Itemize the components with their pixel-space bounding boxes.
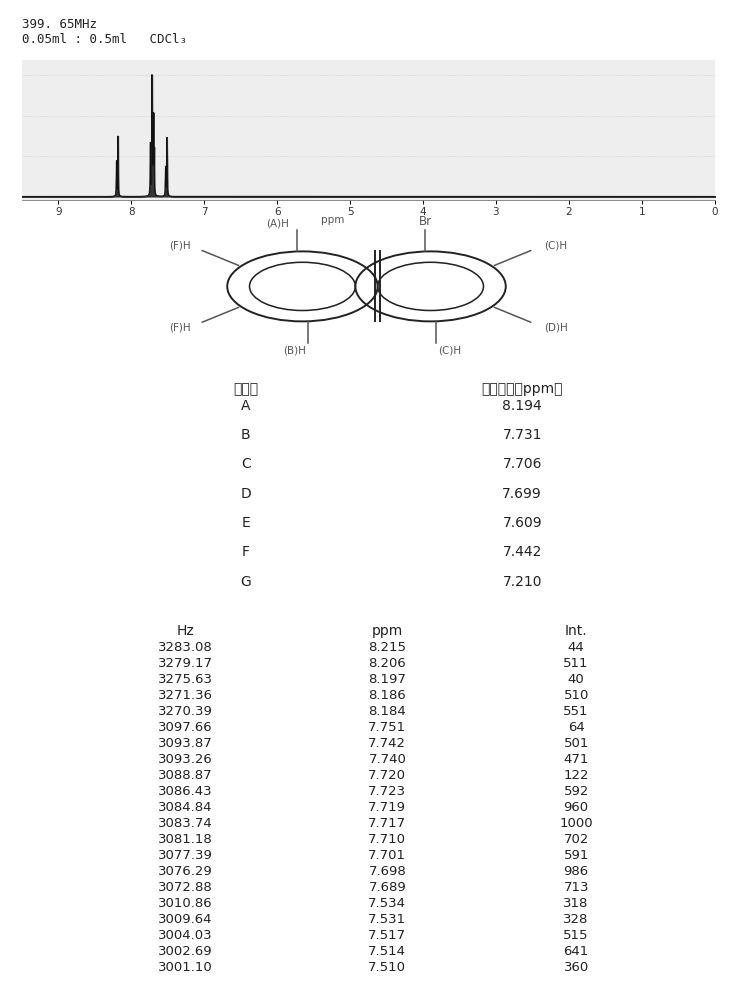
Text: 3088.87: 3088.87 <box>158 769 213 782</box>
Text: 515: 515 <box>564 929 589 942</box>
Text: 641: 641 <box>564 945 589 958</box>
Text: 7.510: 7.510 <box>368 961 406 974</box>
Text: B: B <box>241 428 251 442</box>
Text: 702: 702 <box>564 833 589 846</box>
Text: C: C <box>241 457 251 471</box>
Text: 7.701: 7.701 <box>368 849 406 862</box>
Text: 化学位移（ppm）: 化学位移（ppm） <box>482 382 563 396</box>
Text: Br: Br <box>419 215 432 228</box>
Text: 3077.39: 3077.39 <box>158 849 213 862</box>
Text: (B)H: (B)H <box>283 346 306 356</box>
Text: 3084.84: 3084.84 <box>158 801 213 814</box>
Text: 7.689: 7.689 <box>369 881 406 894</box>
Text: ppm: ppm <box>321 215 345 225</box>
Text: 3270.39: 3270.39 <box>158 705 213 718</box>
Text: 3279.17: 3279.17 <box>158 657 213 670</box>
Text: (D)H: (D)H <box>544 323 567 333</box>
Text: 3004.03: 3004.03 <box>158 929 213 942</box>
Text: 3093.26: 3093.26 <box>158 753 213 766</box>
Text: 8.186: 8.186 <box>369 689 406 702</box>
Text: 7.210: 7.210 <box>502 575 542 589</box>
Text: 122: 122 <box>564 769 589 782</box>
Text: 7.534: 7.534 <box>368 897 406 910</box>
Text: 3072.88: 3072.88 <box>158 881 213 894</box>
Text: 7.723: 7.723 <box>368 785 406 798</box>
Text: E: E <box>241 516 250 530</box>
Text: 8.194: 8.194 <box>502 399 542 413</box>
Text: 592: 592 <box>564 785 589 798</box>
Text: (C)H: (C)H <box>544 240 567 250</box>
Text: 551: 551 <box>564 705 589 718</box>
Text: 7.531: 7.531 <box>368 913 406 926</box>
Text: 8.184: 8.184 <box>369 705 406 718</box>
Text: (F)H: (F)H <box>169 240 191 250</box>
Text: 8.197: 8.197 <box>369 673 406 686</box>
Text: Int.: Int. <box>565 624 587 638</box>
Text: 471: 471 <box>564 753 589 766</box>
Text: 7.751: 7.751 <box>368 721 406 734</box>
Text: 3271.36: 3271.36 <box>158 689 213 702</box>
Text: 328: 328 <box>564 913 589 926</box>
Text: 1000: 1000 <box>559 817 593 830</box>
Text: 501: 501 <box>564 737 589 750</box>
Text: G: G <box>240 575 251 589</box>
Text: 3001.10: 3001.10 <box>158 961 213 974</box>
Text: 3076.29: 3076.29 <box>158 865 213 878</box>
Text: 713: 713 <box>564 881 589 894</box>
Text: 44: 44 <box>568 641 584 654</box>
Text: 7.719: 7.719 <box>368 801 406 814</box>
Text: 7.740: 7.740 <box>369 753 406 766</box>
Text: 3086.43: 3086.43 <box>158 785 213 798</box>
Text: 7.514: 7.514 <box>368 945 406 958</box>
Text: 7.609: 7.609 <box>502 516 542 530</box>
Text: 8.215: 8.215 <box>368 641 406 654</box>
Text: A: A <box>241 399 251 413</box>
Text: 510: 510 <box>564 689 589 702</box>
Text: 标记氪: 标记氪 <box>233 382 258 396</box>
Text: 986: 986 <box>564 865 589 878</box>
Text: F: F <box>242 545 250 559</box>
Text: 7.442: 7.442 <box>503 545 542 559</box>
Text: 3275.63: 3275.63 <box>158 673 213 686</box>
Text: D: D <box>240 487 251 501</box>
Text: (C)H: (C)H <box>438 346 462 356</box>
Text: 3002.69: 3002.69 <box>158 945 213 958</box>
Text: Hz: Hz <box>176 624 194 638</box>
Text: 7.710: 7.710 <box>368 833 406 846</box>
Text: 3097.66: 3097.66 <box>158 721 213 734</box>
Text: 8.206: 8.206 <box>369 657 406 670</box>
Text: 591: 591 <box>564 849 589 862</box>
Text: 3283.08: 3283.08 <box>158 641 213 654</box>
Text: 40: 40 <box>568 673 584 686</box>
Text: 64: 64 <box>568 721 584 734</box>
Text: 7.706: 7.706 <box>502 457 542 471</box>
Text: 7.720: 7.720 <box>368 769 406 782</box>
Text: 399. 65MHz: 399. 65MHz <box>22 18 97 31</box>
Text: 3009.64: 3009.64 <box>158 913 213 926</box>
Text: 7.517: 7.517 <box>368 929 406 942</box>
Text: ppm: ppm <box>372 624 403 638</box>
Text: 7.742: 7.742 <box>368 737 406 750</box>
Text: (A)H: (A)H <box>266 218 289 228</box>
Text: 7.699: 7.699 <box>502 487 542 501</box>
Text: (F)H: (F)H <box>169 323 191 333</box>
Text: 7.731: 7.731 <box>502 428 542 442</box>
Text: 3083.74: 3083.74 <box>158 817 213 830</box>
Text: 3081.18: 3081.18 <box>158 833 213 846</box>
Text: 3010.86: 3010.86 <box>158 897 213 910</box>
Text: 7.698: 7.698 <box>369 865 406 878</box>
Text: 511: 511 <box>564 657 589 670</box>
Text: 960: 960 <box>564 801 589 814</box>
Text: 318: 318 <box>564 897 589 910</box>
Text: 3093.87: 3093.87 <box>158 737 213 750</box>
Text: 0.05ml : 0.5ml   CDCl₃: 0.05ml : 0.5ml CDCl₃ <box>22 33 187 46</box>
Text: 7.717: 7.717 <box>368 817 406 830</box>
Text: 360: 360 <box>564 961 589 974</box>
